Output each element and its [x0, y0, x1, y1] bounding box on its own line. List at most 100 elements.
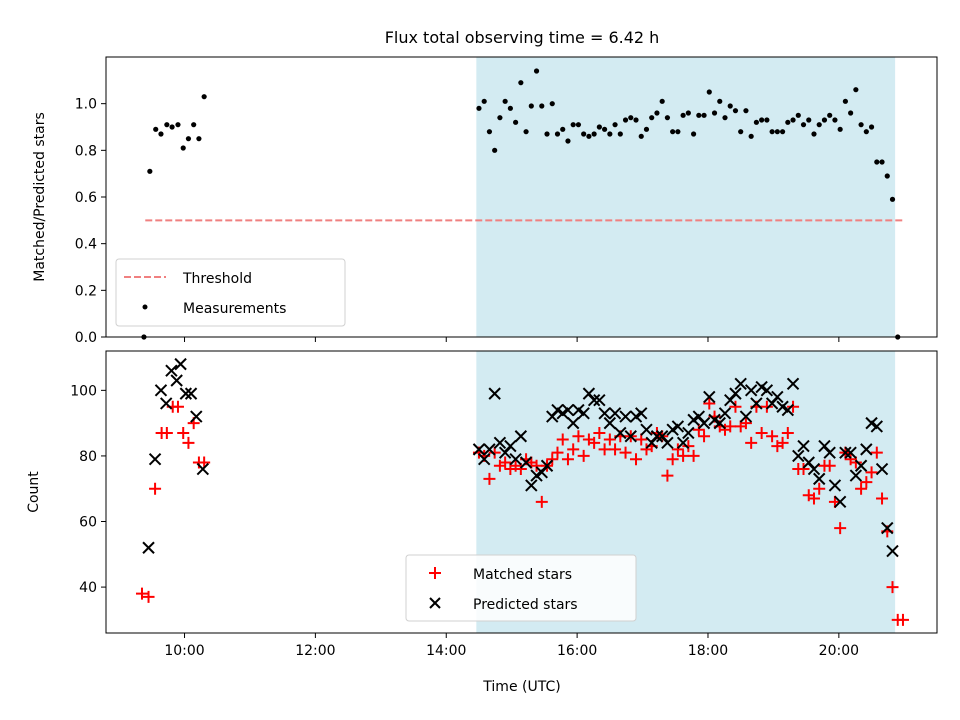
predicted-star-point [561, 403, 575, 417]
predicted-star-point [566, 416, 580, 430]
matched-star-point [776, 436, 789, 449]
predicted-star-point [781, 403, 795, 417]
matched-star-point [135, 587, 148, 600]
predicted-star-point [483, 443, 496, 456]
matched-star-point [760, 400, 773, 413]
measurement-point [196, 136, 202, 142]
legend-measurements-swatch [142, 304, 148, 310]
top-y-tick-label: 0.4 [75, 237, 97, 253]
matched-star-point [182, 436, 195, 449]
predicted-star-point [159, 397, 173, 410]
measurement-point [185, 136, 192, 142]
predicted-star-point [577, 407, 590, 420]
bottom-legend: Matched stars Predicted stars [405, 554, 637, 622]
matched-star-point [598, 443, 611, 456]
matched-star-point [556, 433, 569, 446]
measurement-point [659, 98, 665, 104]
matched-star-point [745, 436, 758, 449]
measurement-point [191, 122, 197, 128]
matched-star-point [177, 426, 190, 439]
matched-star-point [551, 446, 564, 459]
measurement-point [528, 103, 534, 109]
measurement-point [706, 89, 712, 95]
predicted-star-point [807, 462, 821, 476]
x-tick-label: 10:00 [164, 643, 204, 659]
matched-star-point [870, 446, 883, 459]
measurement-point [612, 122, 618, 128]
measurement-point [638, 133, 644, 139]
predicted-star-point [640, 423, 653, 436]
predicted-star-point [661, 436, 674, 450]
matched-star-point [577, 449, 590, 462]
measurement-point [476, 105, 482, 111]
measurement-point [549, 101, 555, 107]
predicted-star-point [619, 410, 632, 423]
matched-star-point [813, 482, 826, 495]
matched-star-point [849, 456, 862, 469]
top-legend: Threshold Measurements [115, 258, 346, 327]
predicted-star-point [540, 459, 554, 472]
top-y-tick-label: 0.2 [75, 283, 97, 299]
measurement-point [675, 129, 681, 135]
measurement-point [874, 159, 880, 165]
predicted-star-point [786, 377, 800, 390]
measurement-point [607, 131, 613, 137]
predicted-star-point [514, 430, 528, 443]
predicted-star-point [509, 453, 522, 466]
measurement-point [848, 110, 854, 116]
predicted-star-point [886, 544, 899, 558]
measurement-point [711, 110, 718, 116]
measurement-point [560, 126, 566, 132]
predicted-star-point [828, 479, 842, 492]
predicted-star-point [854, 459, 868, 472]
measurement-point [816, 122, 822, 128]
top-y-tick-label: 0.8 [75, 143, 97, 159]
matched-star-point [149, 482, 162, 495]
predicted-star-point [771, 390, 784, 404]
measurement-point [175, 122, 181, 128]
measurement-point [685, 110, 691, 116]
predicted-star-point [718, 407, 732, 420]
predicted-star-point [593, 393, 606, 407]
measurement-point [147, 168, 153, 174]
measurement-point [701, 112, 707, 118]
top-y-tick-label: 0.0 [75, 330, 97, 346]
predicted-star-point [598, 407, 611, 420]
matched-star-point [635, 433, 648, 446]
predicted-star-point [734, 377, 747, 390]
matched-star-point [692, 423, 705, 436]
measurement-point [617, 131, 623, 137]
matched-star-point [823, 459, 836, 472]
measurement-point [554, 131, 561, 137]
measurement-point [727, 103, 733, 109]
measurement-point [486, 129, 493, 135]
matched-star-point [755, 426, 768, 439]
predicted-star-point [760, 384, 774, 397]
predicted-star-point [154, 384, 168, 397]
measurement-point [596, 124, 602, 130]
predicted-star-point [587, 393, 601, 407]
measurement-point [649, 115, 655, 121]
measurement-point [565, 138, 571, 144]
matched-star-point [666, 453, 679, 466]
matched-star-point [766, 430, 779, 443]
measurement-point [654, 110, 660, 116]
measurement-point [868, 124, 875, 130]
measurement-point [769, 129, 775, 135]
measurement-point [811, 131, 817, 137]
predicted-star-point [697, 416, 711, 430]
matched-star-point [593, 426, 606, 439]
measurement-point [633, 117, 639, 123]
x-tick-label: 14:00 [426, 643, 466, 659]
predicted-star-point [165, 364, 178, 377]
predicted-star-point [844, 446, 857, 459]
measurement-point [863, 129, 869, 135]
measurement-point [821, 117, 828, 123]
measurement-point [858, 122, 864, 128]
matched-star-point [781, 426, 794, 439]
measurement-point [180, 145, 186, 151]
matched-star-point [588, 436, 601, 449]
predicted-star-point [792, 449, 805, 463]
measurement-point [602, 126, 608, 132]
